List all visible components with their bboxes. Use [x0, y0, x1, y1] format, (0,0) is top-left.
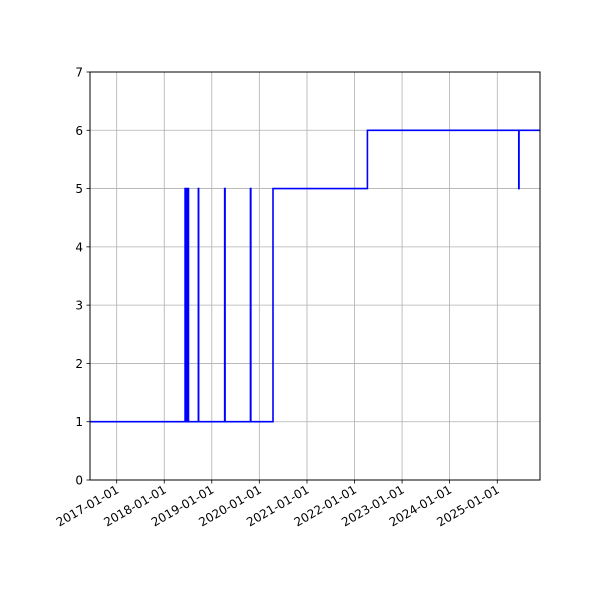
y-tick-label: 2: [75, 357, 83, 371]
series-line: [90, 129, 540, 423]
axes-frame: [89, 71, 541, 481]
plot-area: 012345672017-01-012018-01-012019-01-0120…: [54, 66, 541, 529]
y-tick-label: 7: [75, 66, 83, 80]
axes-background: [90, 72, 540, 480]
y-tick-label: 4: [75, 240, 83, 254]
series-layer: [90, 129, 540, 423]
y-tick-label: 1: [75, 415, 83, 429]
y-tick-label: 6: [75, 124, 83, 138]
y-tick-label: 0: [75, 474, 83, 488]
y-tick-label: 3: [75, 299, 83, 313]
y-tick-label: 5: [75, 182, 83, 196]
